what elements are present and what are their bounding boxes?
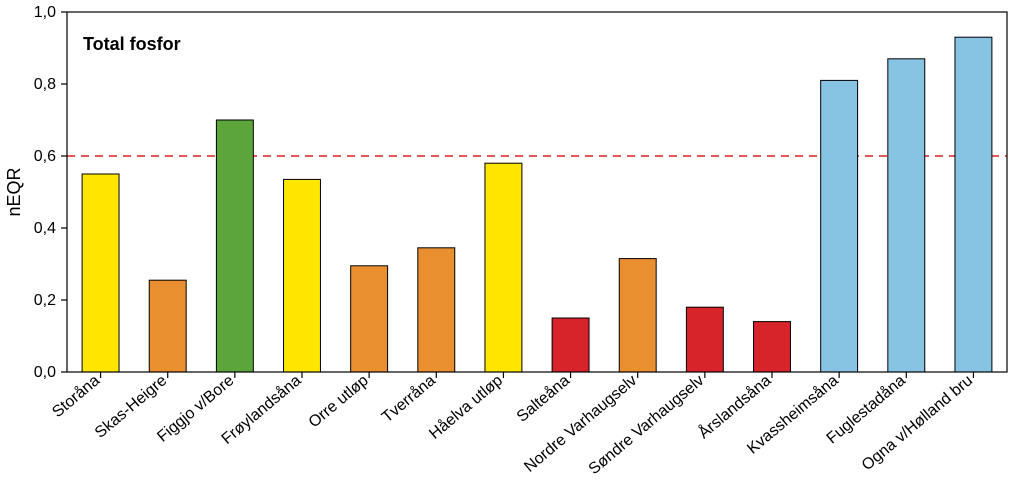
bar xyxy=(149,280,186,372)
y-tick-label: 0,2 xyxy=(34,292,56,309)
y-tick-label: 0,6 xyxy=(34,148,56,165)
y-tick-label: 0,4 xyxy=(34,220,56,237)
bar xyxy=(888,59,925,372)
bar xyxy=(216,120,253,372)
bar xyxy=(351,266,388,372)
bar xyxy=(754,322,791,372)
bar xyxy=(418,248,455,372)
chart-title: Total fosfor xyxy=(83,34,181,54)
bar xyxy=(821,80,858,372)
bar xyxy=(552,318,589,372)
y-axis-label: nEQR xyxy=(4,167,24,216)
bar xyxy=(955,37,992,372)
chart-container: 0,00,20,40,60,81,0StorånaSkas-HeigreFigg… xyxy=(0,0,1024,501)
bar xyxy=(82,174,119,372)
y-tick-label: 0,8 xyxy=(34,76,56,93)
bar xyxy=(686,307,723,372)
y-tick-label: 0,0 xyxy=(34,364,56,381)
bar xyxy=(619,259,656,372)
bar xyxy=(485,163,522,372)
chart-svg: 0,00,20,40,60,81,0StorånaSkas-HeigreFigg… xyxy=(0,0,1024,501)
bar xyxy=(284,179,321,372)
y-tick-label: 1,0 xyxy=(34,4,56,21)
